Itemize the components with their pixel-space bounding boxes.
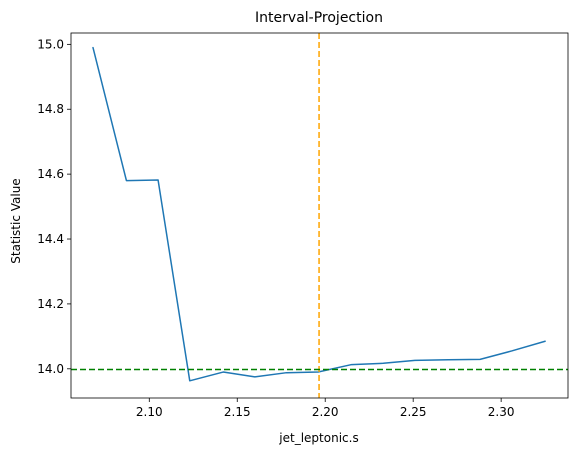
y-axis: 14.0 14.2 14.4 14.6 14.8 15.0: [37, 37, 71, 376]
x-tick-label: 2.15: [224, 405, 251, 419]
y-tick-label: 15.0: [37, 37, 64, 51]
x-tick-label: 2.25: [400, 405, 427, 419]
y-tick-label: 14.2: [37, 297, 64, 311]
y-tick-label: 14.8: [37, 102, 64, 116]
y-tick-label: 14.6: [37, 167, 64, 181]
plot-content: [71, 33, 568, 398]
x-tick-label: 2.10: [136, 405, 163, 419]
x-tick-label: 2.30: [488, 405, 515, 419]
x-axis-label: jet_leptonic.s: [278, 431, 358, 445]
y-tick-label: 14.0: [37, 362, 64, 376]
plot-area: [70, 32, 569, 399]
chart-title: Interval-Projection: [255, 10, 383, 26]
y-axis-label: Statistic Value: [9, 178, 23, 263]
x-axis: 2.10 2.15 2.20 2.25 2.30: [136, 398, 515, 419]
y-tick-label: 14.4: [37, 232, 64, 246]
x-tick-label: 2.20: [312, 405, 339, 419]
plot-frame: [70, 32, 569, 399]
